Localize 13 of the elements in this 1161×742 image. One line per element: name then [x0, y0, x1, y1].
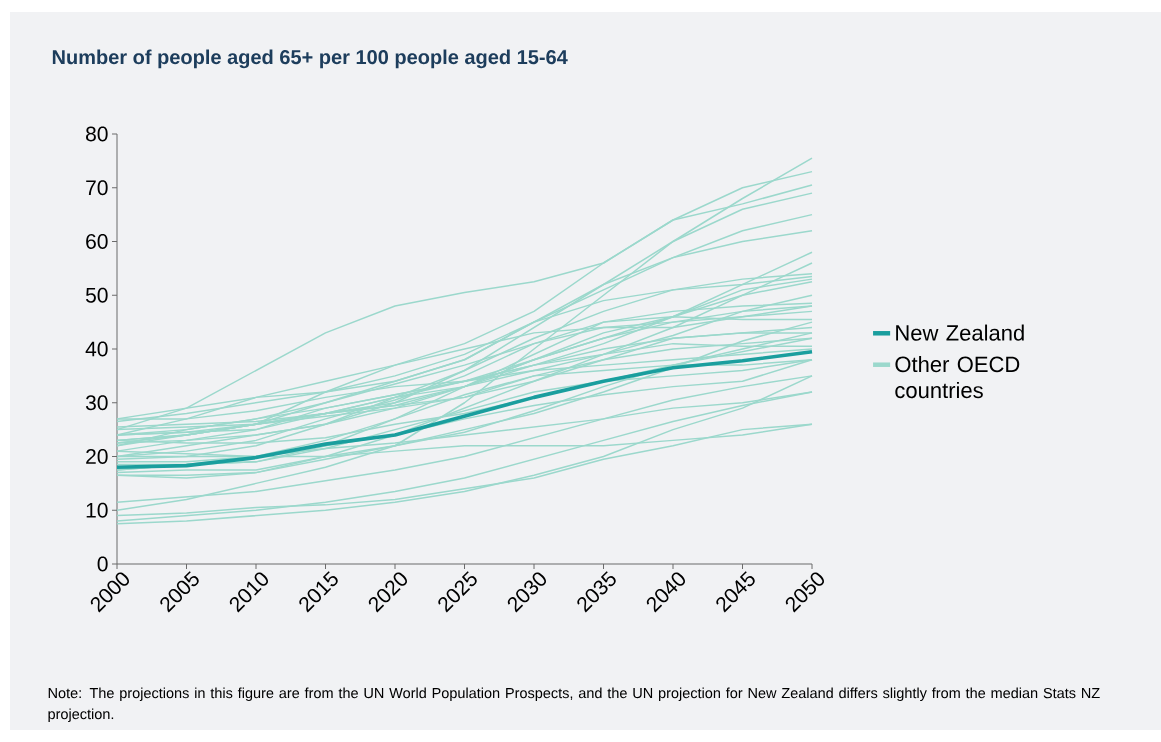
y-tick-label: 20 — [86, 449, 108, 464]
y-tick-label: 40 — [85, 341, 108, 357]
y-tick-label: 80 — [86, 126, 108, 142]
y-tick-label: 50 — [85, 287, 108, 303]
y-tick-label: 60 — [86, 234, 108, 249]
y-tick-label: 10 — [86, 502, 108, 518]
y-tick-label: 0 — [97, 556, 108, 572]
chart-title: Number of people aged 65+ per 100 people aged 15-64 — [52, 49, 568, 69]
y-tick-label: 70 — [86, 180, 108, 196]
legend-label: New Zealand — [896, 324, 1024, 341]
y-tick-label: 30 — [85, 395, 108, 411]
text: Note: The projections in this figure are from the UN World Population Prospects, and the UN projection for New Zealand differs slightly from the median Stats NZ projection. — [48, 687, 1100, 723]
legend-label: Other OECD countries — [895, 355, 1020, 399]
